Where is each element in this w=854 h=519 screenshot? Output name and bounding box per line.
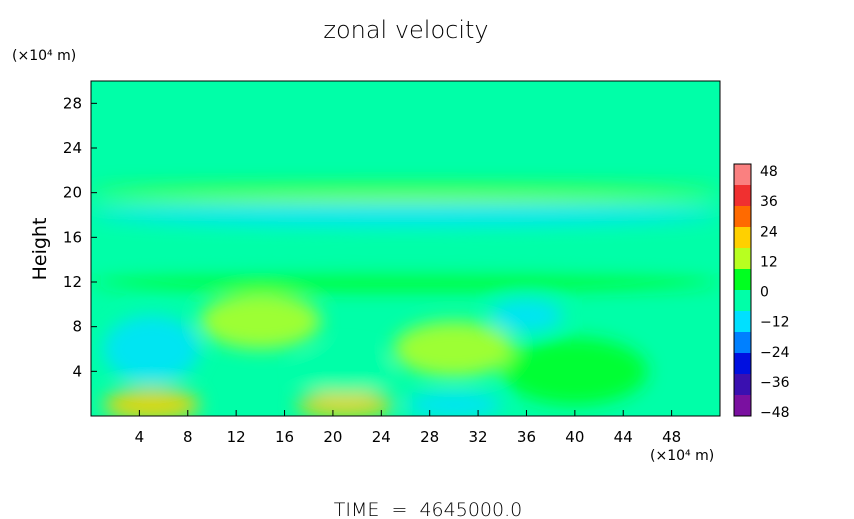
y-unit-label: (×10⁴ m) [12,48,76,64]
x-tick-label: 16 [275,428,294,446]
plot-frame [90,80,721,417]
field-feature [103,388,200,416]
field-feature [405,391,503,416]
colorbar-segment [734,269,751,291]
field-feature [296,349,394,394]
field-feature [490,298,563,333]
colorbar-tick-label: 0 [760,285,769,301]
colorbar-tick-label: 48 [760,164,778,180]
colorbar-tick-label: −36 [760,375,790,391]
colorbar-segment [734,248,751,270]
field-feature [296,391,394,416]
field-feature [91,183,720,191]
y-tick-label: 4 [72,362,82,380]
x-tick-label: 20 [323,428,342,446]
field-feature [91,192,720,202]
plot-area [91,81,720,416]
colorbar-tick-label: 12 [760,254,778,270]
colorbar-segment [734,185,751,207]
y-axis-label: Height [29,218,51,281]
colorbar-segment [734,353,751,375]
colorbar-segment [734,290,751,312]
colorbar-segment [734,395,751,417]
x-tick-label: 48 [662,428,681,446]
y-tick-label: 12 [63,273,82,291]
y-tick-label: 20 [63,184,82,202]
y-tick-label: 16 [63,228,82,246]
colorbar-tick-label: −24 [760,345,790,361]
field-feature [199,293,321,350]
field-feature [91,273,720,291]
colorbar-frame [733,163,752,417]
colorbar-segment [734,311,751,333]
colorbar-segment [734,374,751,396]
field-feature [91,231,720,266]
colorbar-tick-label: 36 [760,194,778,210]
x-tick-label: 24 [372,428,391,446]
field-feature [393,321,515,377]
x-tick-label: 8 [183,428,193,446]
colorbar-tick-label: −48 [760,405,790,421]
y-tick-label: 24 [63,139,82,157]
y-axis: 4 8 12 16 20 24 28 [63,94,97,380]
x-axis: 4 8 12 16 20 24 28 32 36 40 44 48 [135,410,681,446]
x-tick-label: 28 [420,428,439,446]
chart-title: zonal velocity [323,16,488,44]
contour-field [91,183,720,416]
time-footer: TIME = 4645000.0 [334,499,522,519]
x-tick-label: 40 [565,428,584,446]
colorbar-tick-label: −12 [760,315,790,331]
colorbar-segment [734,227,751,249]
y-tick-label: 28 [63,94,82,112]
field-feature [502,337,648,405]
x-tick-label: 44 [614,428,633,446]
colorbar-segment [734,206,751,228]
x-tick-label: 4 [135,428,145,446]
x-tick-label: 12 [227,428,246,446]
colorbar: 48 36 24 12 0 −12 −24 −36 −48 [733,163,790,421]
x-unit-label: (×10⁴ m) [650,448,714,464]
y-tick-label: 8 [72,318,82,336]
field-feature [91,203,720,227]
colorbar-tick-label: 24 [760,224,778,240]
x-tick-label: 32 [469,428,488,446]
colorbar-segment [734,332,751,354]
field-feature [103,315,200,383]
x-tick-label: 36 [517,428,536,446]
colorbar-segment [734,164,751,186]
